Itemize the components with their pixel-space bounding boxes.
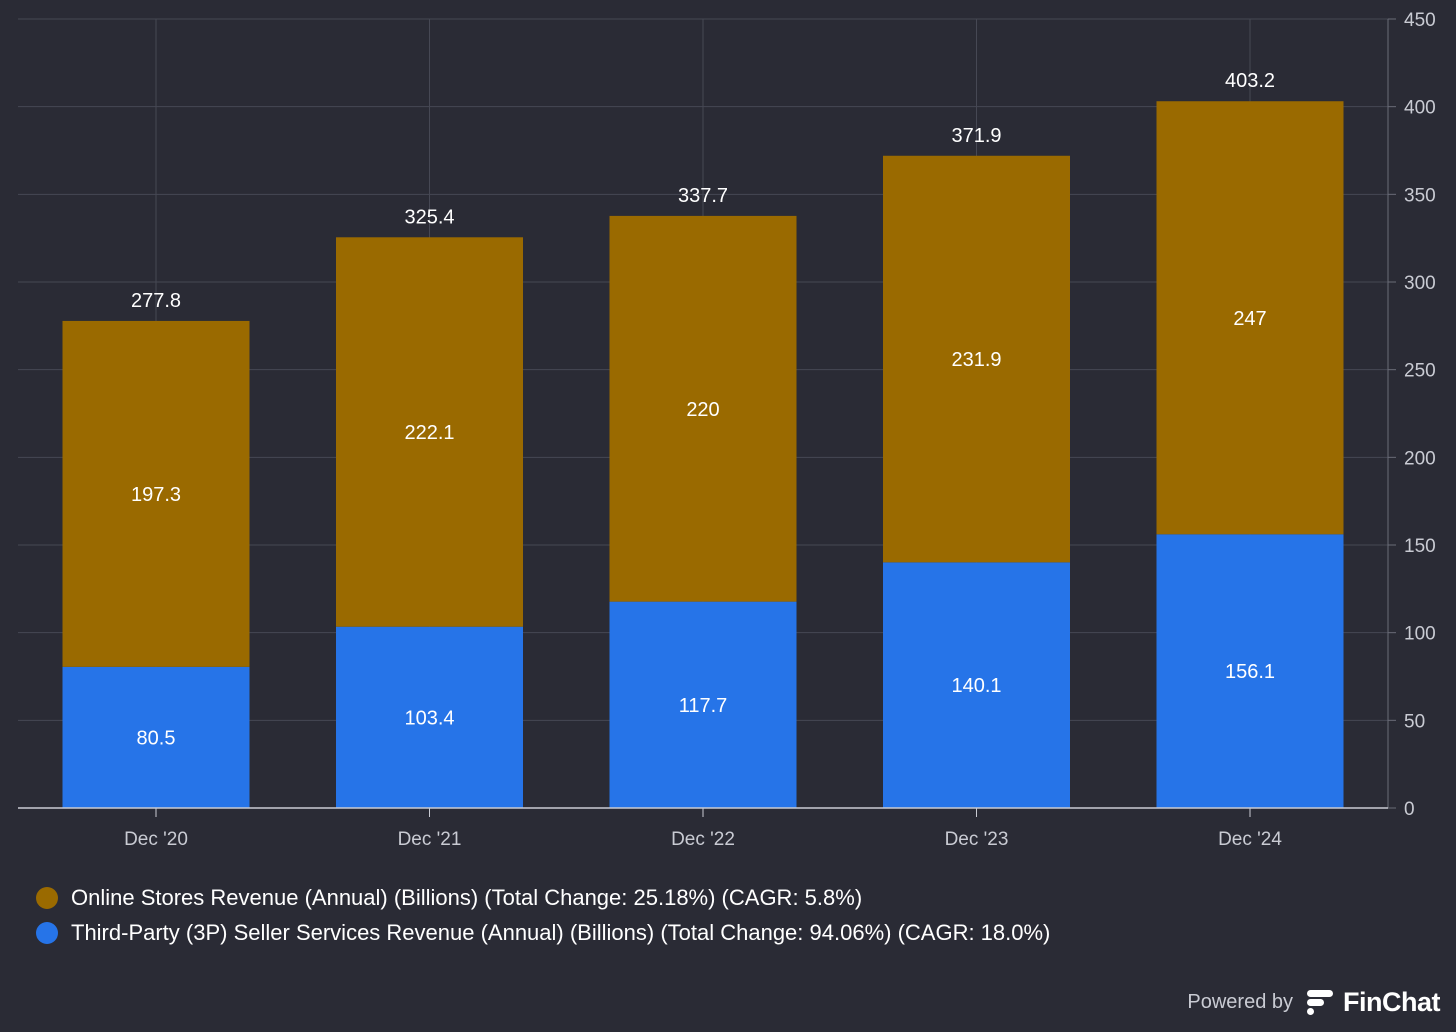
y-tick-label-200: 200 xyxy=(1404,448,1436,469)
legend-item-online-stores[interactable]: Online Stores Revenue (Annual) (Billions… xyxy=(36,880,1050,915)
segment-label-dec-24-series-0: 156.1 xyxy=(1225,661,1275,683)
y-tick-label-0: 0 xyxy=(1404,799,1415,820)
bar-dec-24-series-0 xyxy=(1156,534,1344,808)
segment-label-dec-23-series-1: 231.9 xyxy=(951,349,1001,371)
legend-item-third-party[interactable]: Third-Party (3P) Seller Services Revenue… xyxy=(36,915,1050,950)
powered-by-text: Powered by xyxy=(1187,990,1293,1013)
finchat-brand-name: FinChat xyxy=(1343,986,1441,1017)
total-label-dec-24: 403.2 xyxy=(1225,70,1275,92)
stacked-bar-chart: 80.5 197.3 277.8 103.4 222.1 325.4 117.7 220 337… xyxy=(18,10,1436,850)
bar-dec-23-series-0 xyxy=(883,562,1070,808)
bar-dec-20-series-1 xyxy=(62,320,250,667)
total-label-dec-20: 277.8 xyxy=(131,290,181,312)
segment-label-dec-21-series-1: 222.1 xyxy=(404,422,454,444)
x-tick-label-dec-21: Dec '21 xyxy=(398,829,462,850)
segment-label-dec-21-series-0: 103.4 xyxy=(404,707,454,729)
x-tick-label-dec-20: Dec '20 xyxy=(124,829,188,850)
total-label-dec-22: 337.7 xyxy=(678,185,728,207)
bar-dec-21-series-1 xyxy=(336,237,523,627)
legend-swatch-online-stores xyxy=(36,886,58,909)
segment-label-dec-22-series-0: 117.7 xyxy=(679,695,728,717)
legend-label-third-party: Third-Party (3P) Seller Services Revenue… xyxy=(71,919,1051,945)
bar-dec-23-series-1 xyxy=(883,155,1070,563)
axes: 0 50 100 150 200 250 300 350 400 450 Dec '20 Dec '2… xyxy=(18,10,1436,850)
powered-by-finchat[interactable]: Powered by FinChat xyxy=(1187,984,1440,1020)
legend-label-online-stores: Online Stores Revenue (Annual) (Billions… xyxy=(71,884,863,910)
segment-label-dec-20-series-0: 80.5 xyxy=(137,727,176,749)
total-label-dec-23: 371.9 xyxy=(951,125,1001,147)
bars xyxy=(62,101,1344,808)
x-tick-label-dec-24: Dec '24 xyxy=(1218,829,1282,850)
bar-dec-22-series-0 xyxy=(609,601,797,808)
segment-label-dec-22-series-1: 220 xyxy=(686,399,719,421)
y-tick-label-250: 250 xyxy=(1404,361,1436,382)
y-tick-label-300: 300 xyxy=(1404,273,1436,294)
x-tick-label-dec-22: Dec '22 xyxy=(671,829,735,850)
legend-swatch-third-party xyxy=(36,921,58,944)
segment-label-dec-24-series-1: 247 xyxy=(1233,308,1266,330)
bar-dec-24-series-1 xyxy=(1156,101,1344,535)
y-tick-label-450: 450 xyxy=(1404,10,1436,31)
y-tick-label-100: 100 xyxy=(1404,624,1436,645)
y-tick-label-400: 400 xyxy=(1404,98,1436,119)
finchat-logo-icon xyxy=(1307,990,1333,1015)
y-tick-label-50: 50 xyxy=(1404,711,1425,732)
y-tick-label-150: 150 xyxy=(1404,536,1436,557)
legend: Online Stores Revenue (Annual) (Billions… xyxy=(36,880,1050,950)
bar-dec-22-series-1 xyxy=(609,215,797,602)
y-tick-label-350: 350 xyxy=(1404,185,1436,206)
bar-dec-20-series-0 xyxy=(62,666,250,808)
x-tick-label-dec-23: Dec '23 xyxy=(945,829,1009,850)
data-labels: 80.5 197.3 277.8 103.4 222.1 325.4 117.7 220 337… xyxy=(131,70,1275,749)
segment-label-dec-20-series-1: 197.3 xyxy=(131,484,181,506)
segment-label-dec-23-series-0: 140.1 xyxy=(951,675,1001,697)
bar-dec-21-series-0 xyxy=(336,626,523,808)
total-label-dec-21: 325.4 xyxy=(404,206,454,228)
